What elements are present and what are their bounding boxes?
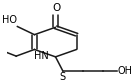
Text: O: O [53,3,61,13]
Text: HO: HO [2,15,17,25]
Text: S: S [59,72,65,82]
Text: HN: HN [34,51,48,62]
Text: OH: OH [118,66,133,76]
